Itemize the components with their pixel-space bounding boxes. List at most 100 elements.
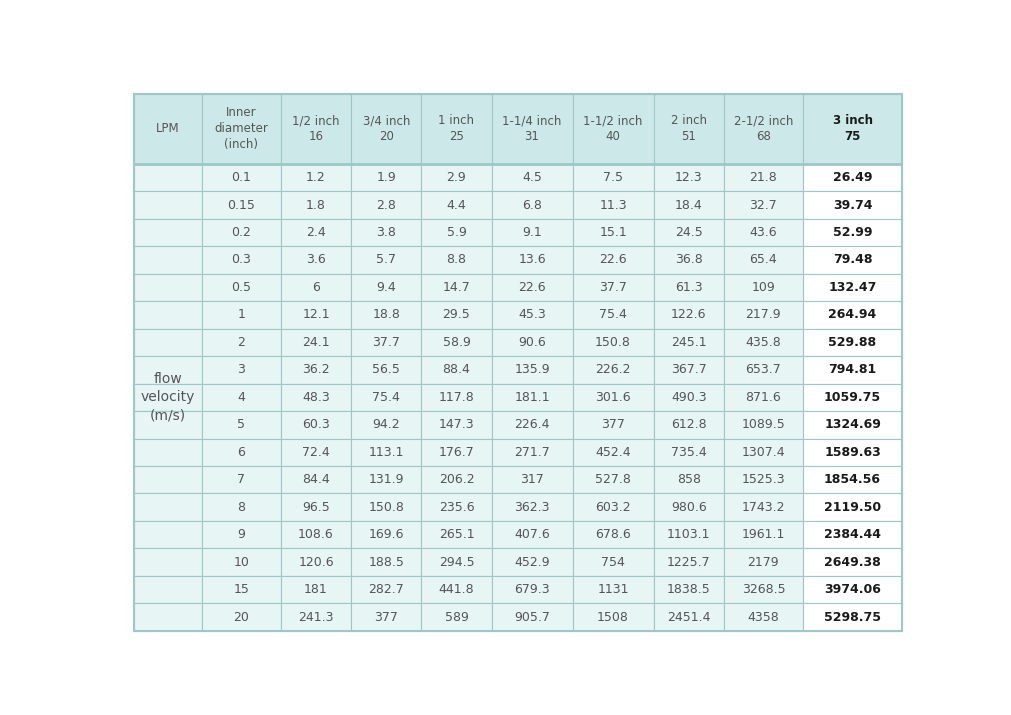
Bar xyxy=(281,329,351,356)
Bar xyxy=(202,576,281,603)
Text: 317: 317 xyxy=(521,473,544,486)
Bar xyxy=(281,576,351,603)
Bar xyxy=(654,329,724,356)
Bar xyxy=(134,438,202,466)
Text: 377: 377 xyxy=(374,611,398,623)
Text: 37.7: 37.7 xyxy=(600,281,627,294)
Text: 20: 20 xyxy=(234,611,250,623)
Text: LPM: LPM xyxy=(156,122,180,135)
Text: 26.49: 26.49 xyxy=(833,171,872,184)
Bar xyxy=(134,384,202,411)
Text: 7.5: 7.5 xyxy=(604,171,623,184)
Bar xyxy=(724,384,803,411)
Text: 2.8: 2.8 xyxy=(376,199,396,212)
Text: 264.94: 264.94 xyxy=(828,308,877,322)
Bar xyxy=(134,466,202,493)
Bar xyxy=(351,466,422,493)
Text: 1.2: 1.2 xyxy=(306,171,326,184)
Bar xyxy=(202,521,281,548)
Text: 871.6: 871.6 xyxy=(745,391,782,404)
Bar xyxy=(803,493,902,521)
Bar xyxy=(491,94,572,164)
Text: 94.2: 94.2 xyxy=(372,418,400,431)
Bar xyxy=(654,301,724,329)
Text: 37.7: 37.7 xyxy=(372,336,400,349)
Text: 169.6: 169.6 xyxy=(369,528,404,541)
Text: 108.6: 108.6 xyxy=(298,528,334,541)
Bar xyxy=(202,384,281,411)
Bar xyxy=(491,164,572,192)
Bar xyxy=(202,438,281,466)
Text: 117.8: 117.8 xyxy=(439,391,474,404)
Text: 1-1/4 inch
31: 1-1/4 inch 31 xyxy=(502,114,562,144)
Bar xyxy=(281,438,351,466)
Text: 5.9: 5.9 xyxy=(447,226,466,239)
Text: 6: 6 xyxy=(238,445,246,459)
Bar xyxy=(134,493,202,521)
Bar xyxy=(572,301,654,329)
Bar xyxy=(654,438,724,466)
Text: 1089.5: 1089.5 xyxy=(741,418,786,431)
Text: 3974.06: 3974.06 xyxy=(824,583,881,596)
Text: flow
velocity
(m/s): flow velocity (m/s) xyxy=(141,372,195,423)
Bar xyxy=(281,164,351,192)
Bar xyxy=(202,246,281,274)
Bar xyxy=(281,356,351,384)
Bar xyxy=(572,493,654,521)
Bar xyxy=(803,548,902,576)
Bar xyxy=(654,356,724,384)
Text: 2649.38: 2649.38 xyxy=(824,556,881,568)
Bar xyxy=(803,246,902,274)
Text: 226.2: 226.2 xyxy=(595,363,631,376)
Bar xyxy=(491,384,572,411)
Text: 678.6: 678.6 xyxy=(595,528,631,541)
Bar xyxy=(724,246,803,274)
Text: 9.4: 9.4 xyxy=(376,281,396,294)
Bar xyxy=(351,94,422,164)
Bar xyxy=(202,466,281,493)
Text: 3.8: 3.8 xyxy=(376,226,396,239)
Text: 5: 5 xyxy=(238,418,246,431)
Text: 1961.1: 1961.1 xyxy=(742,528,786,541)
Text: 1.8: 1.8 xyxy=(306,199,326,212)
Bar xyxy=(491,466,572,493)
Text: 6: 6 xyxy=(312,281,320,294)
Text: 3.6: 3.6 xyxy=(306,254,326,267)
Bar xyxy=(572,192,654,219)
Text: 61.3: 61.3 xyxy=(675,281,703,294)
Text: 4: 4 xyxy=(238,391,246,404)
Bar xyxy=(724,548,803,576)
Bar xyxy=(422,411,491,438)
Text: 294.5: 294.5 xyxy=(439,556,474,568)
Text: 181: 181 xyxy=(304,583,328,596)
Text: 367.7: 367.7 xyxy=(671,363,707,376)
Text: 1103.1: 1103.1 xyxy=(667,528,711,541)
Bar xyxy=(281,219,351,246)
Text: 120.6: 120.6 xyxy=(298,556,334,568)
Bar xyxy=(202,164,281,192)
Bar xyxy=(724,356,803,384)
Bar xyxy=(654,521,724,548)
Text: Inner
diameter
(inch): Inner diameter (inch) xyxy=(214,107,268,152)
Text: 7: 7 xyxy=(238,473,246,486)
Bar xyxy=(351,219,422,246)
Text: 858: 858 xyxy=(676,473,701,486)
Bar xyxy=(654,94,724,164)
Text: 362.3: 362.3 xyxy=(515,500,550,513)
Bar xyxy=(491,274,572,301)
Text: 65.4: 65.4 xyxy=(749,254,777,267)
Bar xyxy=(724,94,803,164)
Bar xyxy=(572,548,654,576)
Bar xyxy=(572,94,654,164)
Text: 1.9: 1.9 xyxy=(376,171,396,184)
Bar xyxy=(281,274,351,301)
Bar xyxy=(491,438,572,466)
Bar xyxy=(134,164,202,192)
Bar xyxy=(572,411,654,438)
Bar xyxy=(491,548,572,576)
Bar xyxy=(351,246,422,274)
Text: 2.4: 2.4 xyxy=(306,226,326,239)
Text: 1225.7: 1225.7 xyxy=(667,556,711,568)
Text: 0.1: 0.1 xyxy=(232,171,252,184)
Text: 15.1: 15.1 xyxy=(600,226,627,239)
